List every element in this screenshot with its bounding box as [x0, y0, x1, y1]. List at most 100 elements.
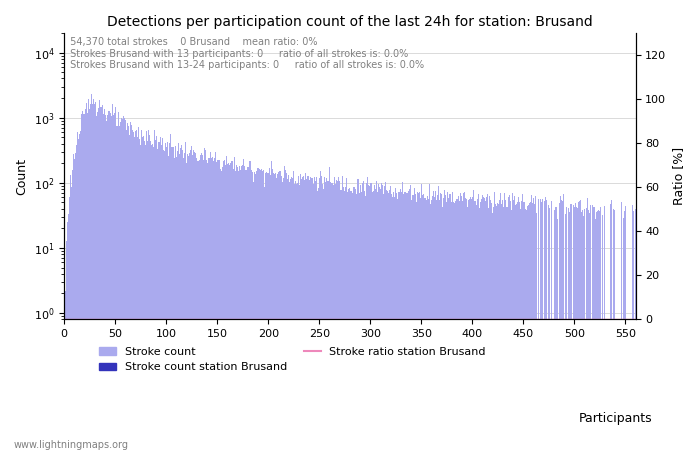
- Bar: [272, 169, 273, 450]
- Bar: [596, 212, 597, 450]
- Bar: [529, 202, 530, 450]
- Bar: [274, 174, 275, 450]
- Bar: [391, 194, 392, 450]
- Bar: [115, 108, 116, 450]
- Bar: [98, 108, 99, 450]
- Bar: [450, 194, 452, 450]
- Bar: [573, 205, 574, 450]
- Bar: [168, 156, 169, 450]
- Bar: [150, 141, 151, 450]
- Bar: [520, 209, 521, 450]
- Bar: [411, 200, 412, 450]
- Bar: [307, 176, 309, 450]
- Bar: [295, 181, 296, 450]
- Bar: [238, 171, 239, 450]
- Bar: [566, 207, 567, 450]
- Bar: [352, 193, 354, 450]
- Bar: [242, 165, 243, 450]
- Bar: [85, 109, 86, 450]
- Bar: [180, 148, 181, 450]
- Bar: [345, 188, 346, 450]
- Bar: [256, 171, 258, 450]
- Bar: [484, 198, 485, 450]
- Bar: [296, 184, 297, 450]
- Bar: [174, 158, 175, 450]
- Bar: [479, 208, 480, 450]
- Bar: [185, 142, 186, 450]
- Bar: [501, 204, 503, 450]
- Bar: [584, 209, 585, 450]
- Bar: [218, 160, 220, 450]
- Bar: [346, 178, 347, 450]
- Bar: [82, 111, 83, 450]
- Bar: [104, 109, 106, 450]
- Bar: [318, 178, 320, 450]
- Bar: [83, 113, 84, 450]
- Bar: [80, 130, 81, 450]
- Bar: [444, 190, 445, 450]
- Bar: [587, 198, 588, 450]
- Bar: [320, 171, 321, 450]
- Bar: [494, 192, 496, 450]
- Bar: [521, 201, 522, 450]
- Bar: [276, 178, 277, 450]
- Bar: [593, 207, 594, 450]
- Bar: [314, 181, 316, 450]
- Bar: [96, 116, 97, 450]
- Bar: [277, 174, 278, 450]
- Bar: [507, 207, 508, 450]
- Bar: [166, 147, 167, 450]
- Bar: [344, 191, 345, 450]
- Bar: [554, 210, 556, 450]
- Bar: [500, 193, 501, 450]
- Bar: [204, 148, 205, 450]
- Bar: [531, 195, 532, 450]
- Bar: [383, 194, 384, 450]
- Bar: [236, 165, 237, 450]
- Bar: [113, 113, 115, 450]
- Bar: [231, 161, 232, 450]
- Bar: [421, 184, 422, 450]
- Bar: [229, 165, 230, 450]
- Bar: [414, 194, 416, 450]
- Bar: [362, 183, 363, 450]
- Bar: [528, 205, 529, 450]
- Bar: [460, 193, 461, 450]
- Bar: [94, 104, 95, 450]
- Bar: [117, 126, 118, 450]
- Bar: [437, 194, 438, 450]
- Bar: [119, 126, 120, 450]
- Bar: [471, 199, 472, 450]
- Bar: [426, 200, 427, 450]
- Bar: [376, 181, 377, 450]
- Bar: [621, 202, 622, 450]
- Bar: [300, 174, 302, 450]
- Bar: [321, 176, 322, 450]
- Bar: [167, 142, 168, 450]
- Bar: [331, 183, 332, 450]
- Bar: [610, 200, 612, 450]
- Bar: [139, 140, 140, 450]
- Bar: [69, 197, 70, 450]
- Bar: [580, 200, 581, 450]
- Bar: [84, 114, 85, 450]
- Bar: [540, 199, 541, 450]
- Bar: [625, 206, 626, 450]
- Bar: [304, 180, 305, 450]
- Bar: [106, 121, 108, 450]
- Bar: [399, 192, 400, 450]
- Bar: [589, 213, 590, 450]
- Bar: [176, 157, 177, 450]
- Bar: [328, 181, 329, 450]
- Bar: [187, 154, 188, 450]
- Bar: [172, 147, 173, 450]
- Bar: [347, 192, 349, 450]
- Bar: [447, 192, 448, 450]
- Bar: [440, 193, 441, 450]
- Bar: [432, 196, 433, 450]
- Bar: [400, 189, 401, 450]
- Bar: [387, 191, 388, 450]
- Bar: [155, 140, 156, 450]
- Bar: [336, 180, 337, 450]
- Bar: [151, 145, 153, 450]
